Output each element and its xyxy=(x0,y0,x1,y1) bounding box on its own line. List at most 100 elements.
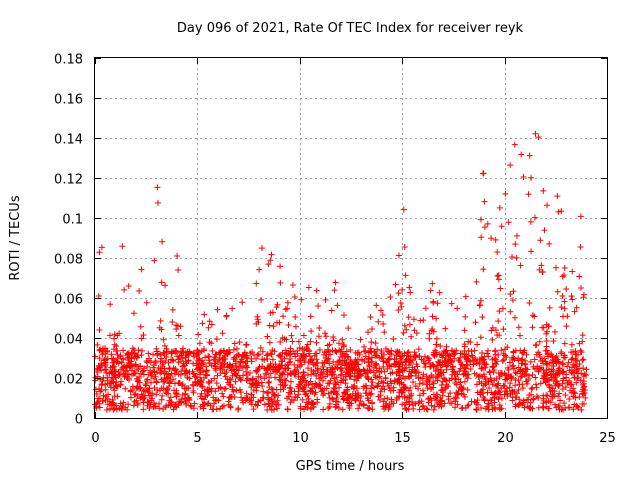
data-point xyxy=(570,385,577,392)
data-point xyxy=(340,395,347,402)
y-tick-label: 0 xyxy=(75,413,83,428)
data-point xyxy=(179,348,186,355)
data-point xyxy=(345,325,352,332)
data-point xyxy=(162,377,169,384)
data-point xyxy=(479,349,486,356)
data-point xyxy=(568,356,575,363)
data-point xyxy=(143,299,150,306)
data-point xyxy=(547,388,554,395)
data-point xyxy=(559,273,566,280)
data-point xyxy=(348,400,355,407)
data-point xyxy=(440,352,447,359)
data-point xyxy=(493,327,500,334)
data-point xyxy=(102,381,109,388)
data-point xyxy=(426,381,433,388)
data-point xyxy=(419,380,426,387)
data-point xyxy=(440,375,447,382)
data-point xyxy=(104,377,111,384)
data-point xyxy=(373,352,380,359)
data-point xyxy=(226,394,233,401)
data-point xyxy=(565,359,572,366)
data-point xyxy=(158,279,165,286)
data-point xyxy=(147,392,154,399)
data-point xyxy=(490,369,497,376)
data-point xyxy=(527,218,534,225)
data-point xyxy=(186,348,193,355)
data-point xyxy=(134,352,141,359)
data-point xyxy=(121,363,128,370)
data-point xyxy=(536,365,543,372)
data-point xyxy=(333,374,340,381)
data-point xyxy=(225,398,232,405)
data-point xyxy=(151,385,158,392)
data-point xyxy=(265,379,272,386)
data-point xyxy=(374,374,381,381)
data-point xyxy=(285,365,292,372)
data-point xyxy=(111,387,118,394)
data-point xyxy=(248,397,255,404)
data-point xyxy=(118,378,125,385)
data-point xyxy=(304,392,311,399)
data-point xyxy=(162,368,169,375)
data-point xyxy=(401,350,408,357)
data-point xyxy=(204,387,211,394)
data-point xyxy=(305,395,312,402)
data-point xyxy=(409,357,416,364)
data-point xyxy=(369,358,376,365)
data-point xyxy=(498,223,505,230)
data-point xyxy=(461,378,468,385)
data-point xyxy=(267,370,274,377)
data-point xyxy=(144,363,151,370)
data-point xyxy=(240,352,247,359)
data-point xyxy=(562,404,569,411)
data-point xyxy=(442,325,449,332)
data-point xyxy=(143,378,150,385)
data-point xyxy=(102,397,109,404)
data-point xyxy=(433,341,440,348)
data-point xyxy=(279,370,286,377)
data-point xyxy=(273,405,280,412)
data-point xyxy=(496,308,503,315)
data-point xyxy=(433,315,440,322)
data-point xyxy=(194,348,201,355)
data-point xyxy=(133,354,140,361)
data-point xyxy=(474,397,481,404)
data-point xyxy=(305,365,312,372)
data-point xyxy=(301,359,308,366)
data-point xyxy=(175,359,182,366)
data-point xyxy=(515,364,522,371)
data-point xyxy=(151,403,158,410)
data-point xyxy=(281,382,288,389)
data-point xyxy=(273,304,280,311)
data-point xyxy=(360,385,367,392)
data-point xyxy=(519,381,526,388)
data-point xyxy=(576,273,583,280)
data-point xyxy=(169,318,176,325)
data-point xyxy=(546,304,553,311)
data-point xyxy=(157,351,164,358)
data-point xyxy=(358,393,365,400)
data-point xyxy=(569,268,576,275)
data-point xyxy=(494,331,501,338)
data-point xyxy=(402,405,409,412)
data-point xyxy=(274,397,281,404)
data-point xyxy=(282,377,289,384)
data-point xyxy=(209,347,216,354)
data-point xyxy=(423,373,430,380)
data-point xyxy=(332,380,339,387)
data-point xyxy=(285,322,292,329)
data-point xyxy=(255,398,262,405)
data-point xyxy=(352,392,359,399)
data-point xyxy=(527,358,534,365)
data-point xyxy=(248,355,255,362)
data-point xyxy=(110,406,117,413)
data-point xyxy=(206,318,213,325)
data-point xyxy=(269,347,276,354)
data-point xyxy=(272,374,279,381)
data-point xyxy=(502,190,509,197)
data-point xyxy=(477,389,484,396)
data-point xyxy=(100,348,107,355)
data-point xyxy=(95,292,102,299)
data-point xyxy=(568,293,575,300)
data-point xyxy=(182,370,189,377)
